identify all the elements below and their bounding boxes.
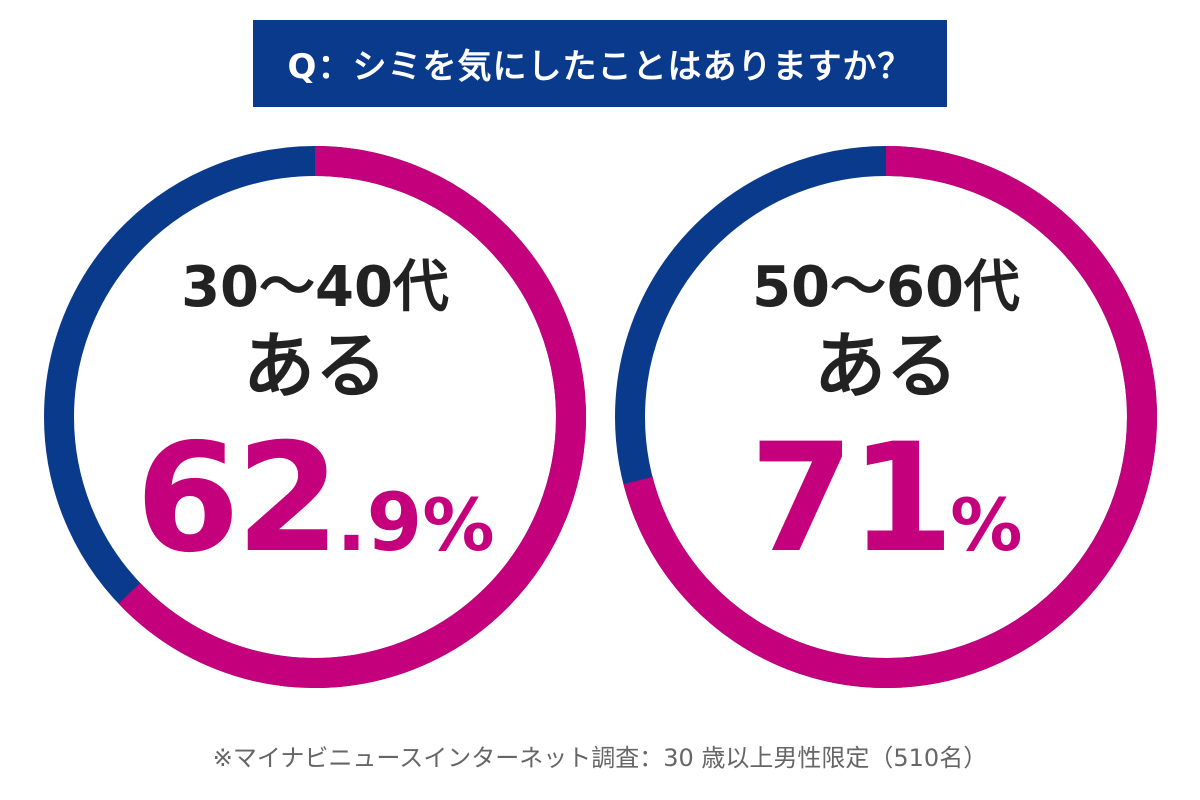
percent-value: 71% [686, 424, 1086, 574]
percent-symbol: % [422, 483, 495, 567]
percent-value: 62.9% [115, 424, 515, 574]
answer-label: ある [813, 324, 958, 408]
percent-symbol: % [950, 483, 1023, 567]
percent-main: 71 [749, 412, 955, 586]
donut-30-40-aru-arc [44, 146, 586, 688]
question-text: Q：シミを気にしたことはありますか？ [287, 47, 913, 87]
question-banner: Q：シミを気にしたことはありますか？ [253, 20, 947, 107]
percent-decimal: .9 [336, 476, 423, 569]
age-label: 30～40代 [181, 255, 449, 320]
donut-50-60-labels: 50～60代 ある 71% [686, 255, 1086, 575]
donut-50-60-aru-arc [615, 146, 1157, 688]
age-label: 50～60代 [752, 255, 1020, 320]
answer-label: ある [242, 324, 387, 408]
survey-footnote: ※マイナビニュースインターネット調査：30 歳以上男性限定（510名） [212, 744, 988, 772]
donut-30-40-labels: 30～40代 ある 62.9% [115, 255, 515, 575]
percent-main: 62 [135, 412, 341, 586]
